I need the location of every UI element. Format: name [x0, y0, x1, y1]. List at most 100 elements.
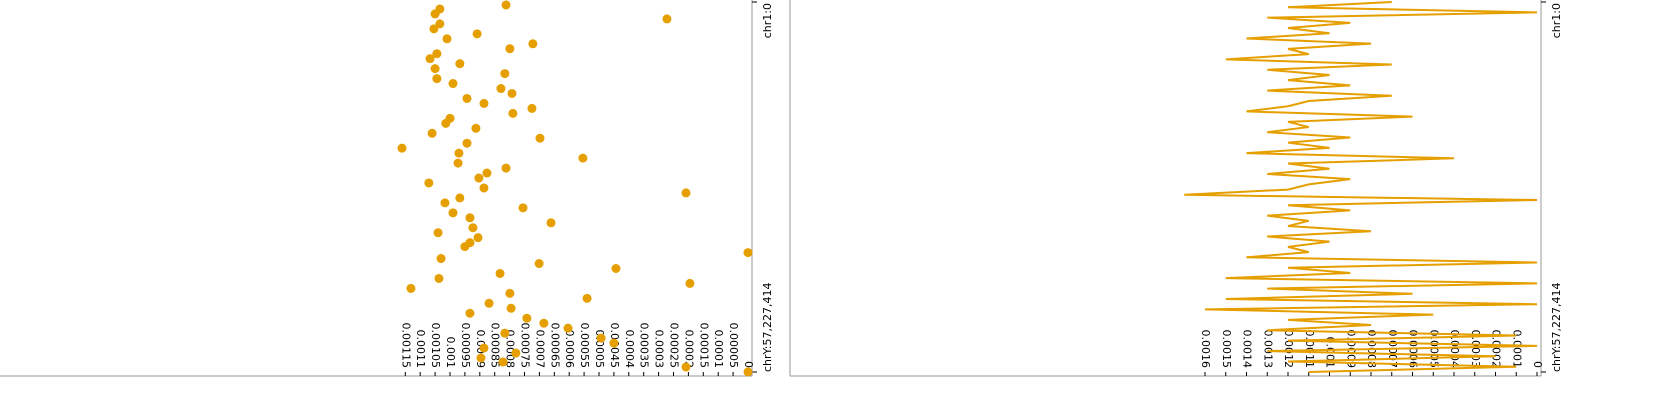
- point: [448, 79, 458, 89]
- y-tick-label: 0.0004: [623, 330, 636, 369]
- point: [429, 24, 439, 34]
- y-tick-label: 0.0002: [682, 330, 695, 369]
- point: [511, 348, 521, 358]
- point: [473, 233, 483, 243]
- y-tick-label: 0.0013: [1261, 330, 1274, 369]
- point: [474, 173, 484, 183]
- line: [1184, 1, 1538, 373]
- y-tick-label: 0.0001: [1510, 330, 1523, 369]
- y-tick-label: 0.0003: [1469, 330, 1482, 369]
- point: [681, 188, 691, 198]
- point: [406, 283, 416, 293]
- point: [432, 49, 442, 59]
- point: [471, 123, 481, 133]
- point: [442, 34, 452, 44]
- y-tick-label: 0.00095: [459, 323, 472, 369]
- y-tick-label: 0.0012: [1282, 330, 1295, 369]
- point: [582, 293, 592, 303]
- point: [505, 288, 515, 298]
- point: [609, 338, 619, 348]
- point: [465, 213, 475, 223]
- point: [681, 362, 691, 372]
- x-tick-label: chrY:57,227,414: [761, 283, 774, 373]
- point: [462, 93, 472, 103]
- point: [427, 128, 437, 138]
- y-tick-label: 0.0007: [533, 330, 546, 369]
- y-tick-label: 0.0003: [653, 330, 666, 369]
- point: [596, 333, 606, 343]
- point: [455, 59, 465, 69]
- y-tick-label: 0.00025: [667, 323, 680, 369]
- point: [482, 168, 492, 178]
- y-tick-label: 0.00075: [518, 323, 531, 369]
- point: [528, 39, 538, 49]
- y-tick-label: 0.00015: [697, 323, 710, 369]
- point: [453, 158, 463, 168]
- point: [435, 19, 445, 29]
- point: [662, 14, 672, 24]
- point: [425, 54, 435, 64]
- point: [498, 357, 508, 367]
- point: [505, 44, 515, 54]
- y-tick-label: 0.0006: [563, 330, 576, 369]
- y-tick-label: 0.0001: [712, 330, 725, 369]
- point: [743, 248, 753, 258]
- y-tick-label: 0.0011: [414, 330, 427, 369]
- y-tick-label: 0.0015: [1220, 330, 1233, 369]
- point: [465, 308, 475, 318]
- point: [500, 328, 510, 338]
- point: [546, 218, 556, 228]
- point: [522, 313, 532, 323]
- y-tick-label: 0.00055: [578, 323, 591, 369]
- point: [454, 148, 464, 158]
- point: [611, 264, 621, 274]
- point: [476, 353, 486, 363]
- point: [508, 108, 518, 118]
- point: [440, 198, 450, 208]
- point: [462, 138, 472, 148]
- point: [506, 303, 516, 313]
- point: [479, 343, 489, 353]
- point: [479, 183, 489, 193]
- point: [501, 0, 511, 10]
- point: [433, 228, 443, 238]
- y-tick-label: 0.00115: [399, 323, 412, 369]
- x-tick-label: chr1:0: [761, 3, 774, 38]
- point: [430, 64, 440, 74]
- y-tick-label: 0.00105: [429, 323, 442, 369]
- point: [460, 242, 470, 252]
- y-tick-label: 0.00085: [489, 323, 502, 369]
- point: [578, 153, 588, 163]
- y-tick-label: 0.0016: [1199, 330, 1212, 369]
- point: [501, 163, 511, 173]
- point: [434, 273, 444, 283]
- point: [448, 208, 458, 218]
- y-tick-label: 0.0002: [1490, 330, 1503, 369]
- point: [563, 323, 573, 333]
- point: [484, 298, 494, 308]
- point: [507, 88, 517, 98]
- point: [430, 9, 440, 19]
- point: [397, 143, 407, 153]
- point: [685, 278, 695, 288]
- y-tick-label: 0.001: [444, 337, 457, 369]
- point: [743, 367, 753, 377]
- y-tick-label: 0.0008: [504, 330, 517, 369]
- point: [495, 268, 505, 278]
- point: [496, 84, 506, 94]
- point: [441, 118, 451, 128]
- y-tick-label: 0.00065: [548, 323, 561, 369]
- point: [468, 223, 478, 233]
- x-tick-label: chr1:0: [1550, 3, 1563, 38]
- x-tick-label: chrY:57,227,414: [1550, 283, 1563, 373]
- point: [472, 29, 482, 39]
- y-tick-label: 0: [1531, 361, 1544, 368]
- y-tick-label: 0.0004: [1448, 330, 1461, 369]
- point: [479, 98, 489, 108]
- point: [518, 203, 528, 213]
- point: [424, 178, 434, 188]
- y-tick-label: 0: [742, 361, 755, 368]
- point: [539, 318, 549, 328]
- point: [527, 103, 537, 113]
